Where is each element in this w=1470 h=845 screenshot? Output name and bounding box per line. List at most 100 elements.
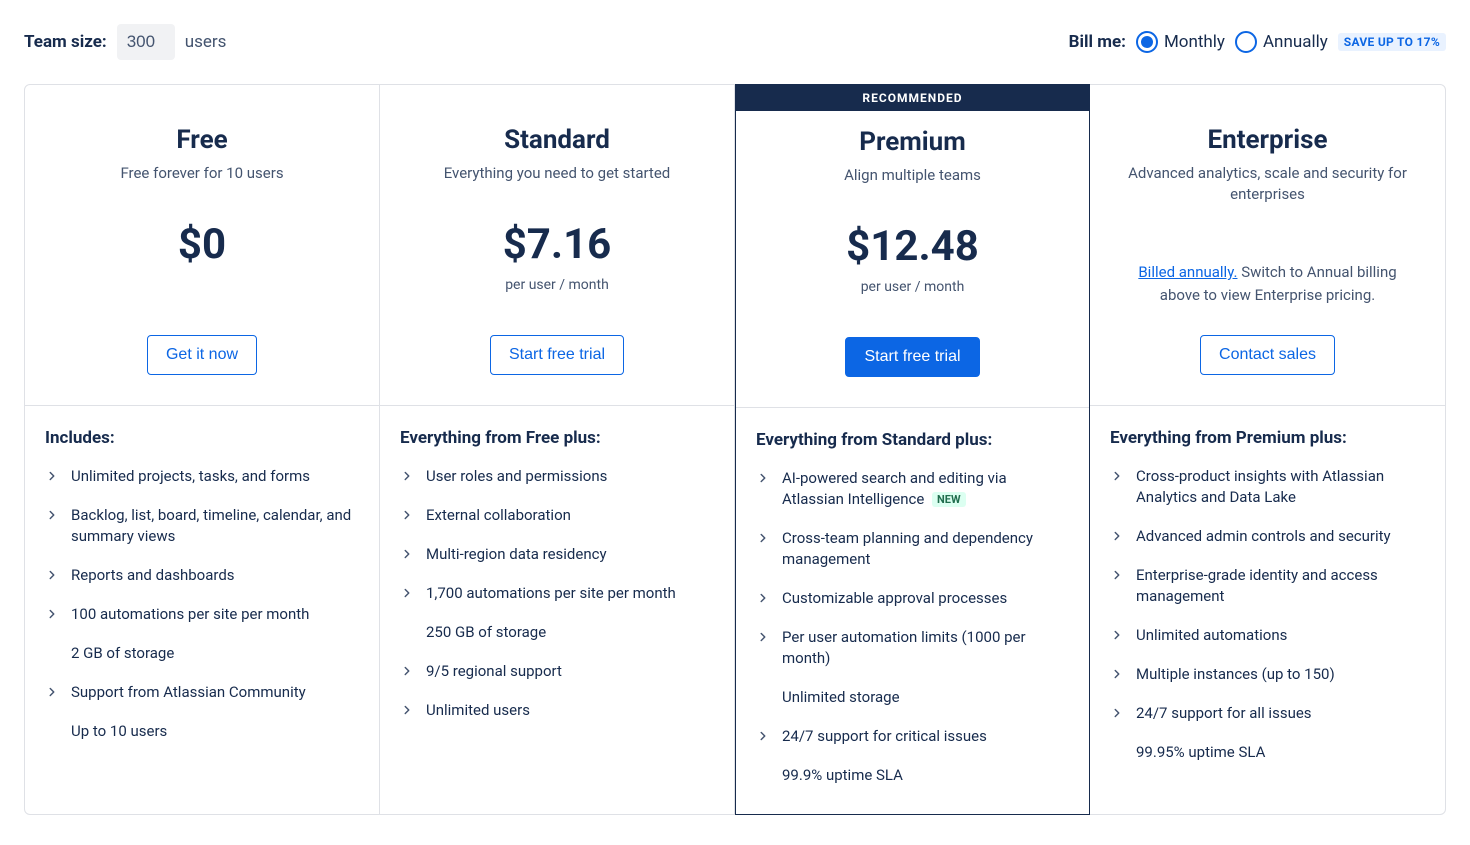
chevron-right-icon [756,729,770,743]
feature-item[interactable]: Support from Atlassian Community [45,682,359,703]
feature-item[interactable]: Cross-team planning and dependency manag… [756,528,1069,570]
feature-text: Advanced admin controls and security [1136,526,1391,547]
feature-text: User roles and permissions [426,466,607,487]
plan-price: $7.16 [503,220,612,269]
feature-item[interactable]: 24/7 support for critical issues [756,726,1069,747]
chevron-right-icon [45,508,59,522]
feature-item[interactable]: Advanced admin controls and security [1110,526,1425,547]
plan-header: PremiumAlign multiple teams$12.48per use… [736,111,1089,407]
feature-item[interactable]: 1,700 automations per site per month [400,583,714,604]
start-free-trial-button[interactable]: Start free trial [845,337,979,377]
annually-label: Annually [1263,32,1328,52]
feature-text: 99.95% uptime SLA [1136,742,1265,763]
feature-item[interactable]: Customizable approval processes [756,588,1069,609]
plan-subtitle: Everything you need to get started [444,163,671,184]
feature-item[interactable]: Cross-product insights with Atlassian An… [1110,466,1425,508]
chevron-right-icon [400,586,414,600]
plan-price: $0 [178,220,226,269]
chevron-right-icon [400,469,414,483]
feature-text: Backlog, list, board, timeline, calendar… [71,505,359,547]
get-it-now-button[interactable]: Get it now [147,335,257,375]
chevron-right-icon [756,630,770,644]
plan-features: Everything from Premium plus:Cross-produ… [1090,406,1445,791]
features-title: Everything from Free plus: [400,428,714,448]
start-free-trial-button[interactable]: Start free trial [490,335,624,375]
plan-price: $12.48 [846,222,979,271]
plan-price-note: per user / month [505,277,609,293]
feature-item[interactable]: Reports and dashboards [45,565,359,586]
bill-me-label: Bill me: [1069,32,1126,52]
recommended-banner: RECOMMENDED [736,85,1089,111]
feature-text: Cross-product insights with Atlassian An… [1136,466,1425,508]
team-size-group: Team size: users [24,24,226,60]
billing-group: Bill me: Monthly Annually SAVE UP TO 17% [1069,31,1446,53]
chevron-right-icon [756,471,770,485]
enterprise-pricing-note: Billed annually. Switch to Annual billin… [1114,261,1421,306]
feature-text: Per user automation limits (1000 per mon… [782,627,1069,669]
chevron-right-icon [1110,469,1124,483]
plan-features: Includes:Unlimited projects, tasks, and … [25,406,379,770]
feature-item: 99.95% uptime SLA [1110,742,1425,763]
contact-sales-button[interactable]: Contact sales [1200,335,1335,375]
annually-radio[interactable]: Annually [1235,31,1328,53]
chevron-right-icon [400,703,414,717]
chevron-right-icon [45,469,59,483]
plan-features: Everything from Standard plus: AI-powered… [736,408,1089,814]
feature-item[interactable]: Multi-region data residency [400,544,714,565]
team-size-input[interactable] [117,24,175,60]
monthly-radio[interactable]: Monthly [1136,31,1225,53]
feature-item[interactable]: Enterprise-grade identity and access man… [1110,565,1425,607]
plan-subtitle: Free forever for 10 users [120,163,283,184]
feature-item[interactable]: User roles and permissions [400,466,714,487]
feature-item[interactable]: AI-powered search and editing via Atlass… [756,468,1069,510]
feature-text: 24/7 support for all issues [1136,703,1312,724]
team-size-label: Team size: [24,32,107,52]
feature-item[interactable]: Backlog, list, board, timeline, calendar… [45,505,359,547]
feature-item[interactable]: 100 automations per site per month [45,604,359,625]
chevron-right-icon [45,607,59,621]
feature-text: Unlimited projects, tasks, and forms [71,466,310,487]
plan-standard: Standard Everything you need to get start… [380,85,735,814]
feature-text: Multi-region data residency [426,544,607,565]
feature-item[interactable]: External collaboration [400,505,714,526]
feature-list: Cross-product insights with Atlassian An… [1110,466,1425,763]
feature-text: Cross-team planning and dependency manag… [782,528,1069,570]
radio-icon-checked [1136,31,1158,53]
feature-item[interactable]: Unlimited users [400,700,714,721]
plan-name: Standard [504,125,610,155]
plan-name: Free [176,125,227,155]
plan-header: Standard Everything you need to get start… [380,85,734,405]
feature-item[interactable]: 24/7 support for all issues [1110,703,1425,724]
plan-premium: RECOMMENDEDPremiumAlign multiple teams$1… [735,84,1090,815]
feature-text: 99.9% uptime SLA [782,765,903,786]
plan-subtitle: Advanced analytics, scale and security f… [1114,163,1421,205]
plan-price-note [200,277,203,293]
feature-item[interactable]: Per user automation limits (1000 per mon… [756,627,1069,669]
chevron-right-icon [1110,667,1124,681]
feature-item[interactable]: Unlimited projects, tasks, and forms [45,466,359,487]
billed-annually-link[interactable]: Billed annually. [1138,263,1237,281]
feature-item[interactable]: 9/5 regional support [400,661,714,682]
team-size-suffix: users [185,32,227,52]
chevron-right-icon [1110,706,1124,720]
radio-icon-unchecked [1235,31,1257,53]
feature-item[interactable]: Multiple instances (up to 150) [1110,664,1425,685]
plan-name: Enterprise [1208,125,1328,155]
chevron-right-icon [1110,628,1124,642]
plan-free: Free Free forever for 10 users $0 Get it n… [25,85,380,814]
feature-text: External collaboration [426,505,571,526]
chevron-right-icon [400,508,414,522]
feature-item: 2 GB of storage [45,643,359,664]
chevron-right-icon [756,591,770,605]
feature-text: Support from Atlassian Community [71,682,306,703]
chevron-right-icon [400,664,414,678]
features-title: Everything from Standard plus: [756,430,1069,450]
pricing-grid: Free Free forever for 10 users $0 Get it n… [24,84,1446,815]
feature-text: AI-powered search and editing via Atlass… [782,468,1069,510]
feature-text: 9/5 regional support [426,661,562,682]
feature-text: Unlimited users [426,700,530,721]
chevron-right-icon [400,547,414,561]
feature-text: 1,700 automations per site per month [426,583,676,604]
feature-text: 24/7 support for critical issues [782,726,987,747]
feature-item[interactable]: Unlimited automations [1110,625,1425,646]
